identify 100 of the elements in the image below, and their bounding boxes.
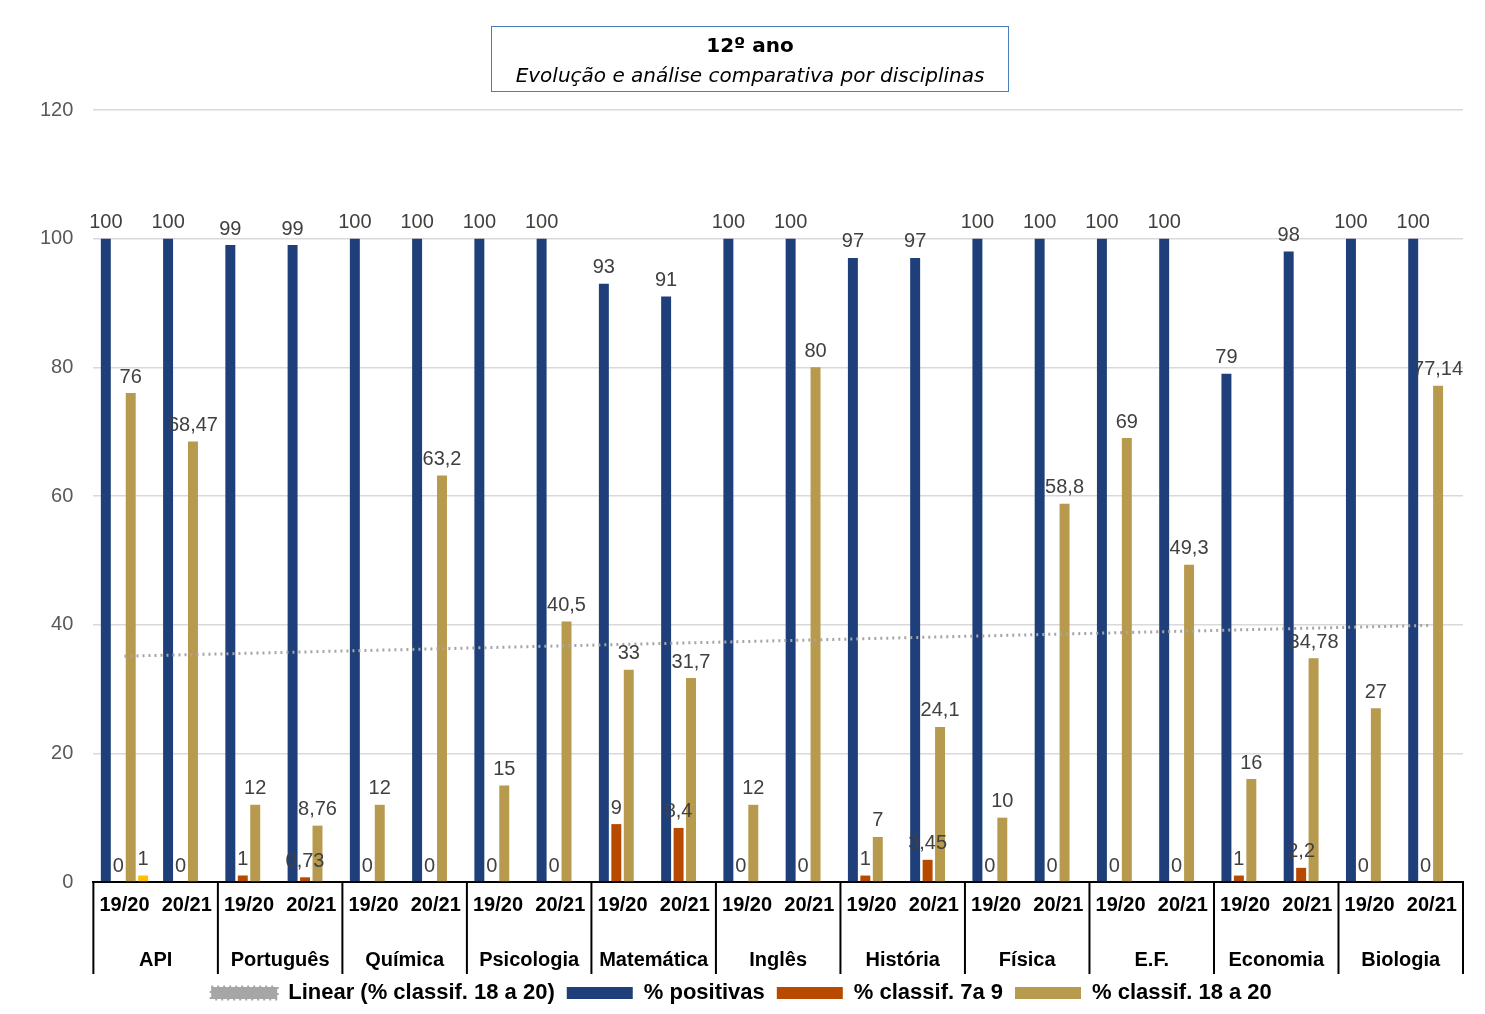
y-tick-label: 40: [51, 612, 74, 635]
bar: [125, 393, 136, 882]
bar: [536, 238, 547, 882]
x-tick-label: 20/21: [659, 892, 710, 915]
chart-subtitle: Evolução e análise comparativa por disciplinas: [514, 63, 986, 87]
data-label: 98: [1277, 223, 1300, 246]
data-label: 16: [1240, 750, 1263, 773]
data-label: 76: [119, 364, 142, 387]
legend-label: % classif. 7a 9: [853, 979, 1004, 1005]
data-label: 0: [423, 853, 436, 876]
data-label: 0: [735, 853, 747, 876]
data-label: 0: [1420, 853, 1432, 876]
data-label: 100: [773, 210, 808, 233]
data-label: 0: [548, 853, 560, 876]
data-label: 100: [338, 210, 372, 233]
bar: [997, 817, 1008, 882]
text: Química: [365, 947, 445, 970]
text: História: [865, 947, 941, 970]
data-label: 100: [462, 210, 497, 233]
x-tick-label: 20/21: [1033, 892, 1084, 915]
x-tick-label: 19/20: [722, 892, 773, 915]
bar: [623, 669, 634, 882]
bar: [1296, 867, 1307, 882]
data-label: 1: [137, 847, 149, 870]
data-label: 0: [1171, 853, 1183, 876]
data-label: 0: [174, 853, 187, 876]
data-label: 0: [361, 853, 373, 876]
bar: [1370, 708, 1381, 882]
data-label: 12: [742, 776, 765, 799]
y-tick-label: 60: [51, 483, 74, 506]
bar: [349, 238, 360, 882]
data-label: 0: [1046, 853, 1058, 876]
bar: [412, 238, 423, 882]
data-label: 0,73: [285, 848, 325, 871]
x-tick-label: 19/20: [223, 892, 275, 915]
data-label: 100: [151, 210, 185, 233]
bar: [1433, 385, 1444, 882]
data-label: 69: [1115, 409, 1138, 432]
legend-label: % classif. 18 a 20: [1092, 979, 1272, 1005]
bar: [785, 238, 796, 882]
x-tick-label: 19/20: [1344, 892, 1395, 915]
data-label: 0: [486, 853, 498, 876]
data-label: 100: [1396, 210, 1430, 233]
data-label: 93: [592, 255, 615, 278]
data-label: 3,45: [908, 831, 948, 854]
bar: [437, 475, 447, 882]
data-label: 12: [368, 776, 391, 799]
chart-title: 12º ano: [705, 33, 795, 57]
data-label: 0: [984, 853, 996, 876]
bar: [374, 804, 385, 882]
data-label: 100: [400, 210, 434, 233]
data-label: 33: [617, 641, 640, 664]
text: API: [138, 947, 173, 970]
bar: [100, 238, 111, 882]
bar: [1345, 238, 1356, 882]
data-label: 100: [960, 210, 995, 233]
x-tick-label: 20/21: [535, 892, 586, 915]
data-label: 24,1: [920, 698, 960, 721]
bar: [499, 785, 510, 882]
data-label: 9: [610, 795, 622, 818]
data-label: 0: [1357, 853, 1369, 876]
data-label: 0: [112, 853, 124, 876]
data-label: 31,7: [671, 649, 711, 672]
x-tick-label: 19/20: [473, 892, 524, 915]
x-tick-label: 20/21: [1406, 892, 1457, 915]
data-label: 0: [797, 853, 809, 876]
text: Biologia: [1361, 947, 1442, 970]
bar: [723, 238, 734, 882]
bar: [1096, 238, 1107, 882]
bar: [1059, 503, 1070, 882]
data-label: 40,5: [547, 592, 586, 615]
data-label: 1: [237, 847, 249, 870]
data-label: 100: [711, 210, 746, 233]
x-tick-label: 19/20: [99, 892, 150, 915]
bar: [972, 238, 983, 882]
legend-label: % positivas: [643, 979, 765, 1005]
bar: [673, 827, 684, 882]
data-label: 12: [244, 776, 267, 799]
data-label: 49,3: [1169, 536, 1209, 559]
bar: [300, 877, 311, 882]
bar: [748, 804, 759, 882]
bar: [1221, 373, 1232, 882]
data-label: 100: [89, 210, 123, 233]
data-label: 91: [655, 268, 678, 291]
data-label: 7: [872, 808, 884, 831]
data-label: 80: [804, 338, 827, 361]
data-label: 99: [219, 216, 242, 239]
bar: [1184, 564, 1195, 882]
x-tick-label: 20/21: [908, 892, 959, 915]
data-label: 8,76: [298, 797, 337, 820]
data-label: 97: [904, 229, 927, 252]
y-tick-label: 120: [39, 97, 74, 120]
text: Economia: [1228, 947, 1325, 970]
bar: [250, 804, 261, 882]
y-tick-label: 80: [51, 354, 74, 377]
bar: [611, 824, 622, 882]
x-tick-label: 20/21: [1282, 892, 1333, 915]
x-tick-label: 19/20: [1220, 892, 1271, 915]
y-tick-label: 20: [51, 740, 74, 763]
text: Psicologia: [479, 947, 581, 970]
